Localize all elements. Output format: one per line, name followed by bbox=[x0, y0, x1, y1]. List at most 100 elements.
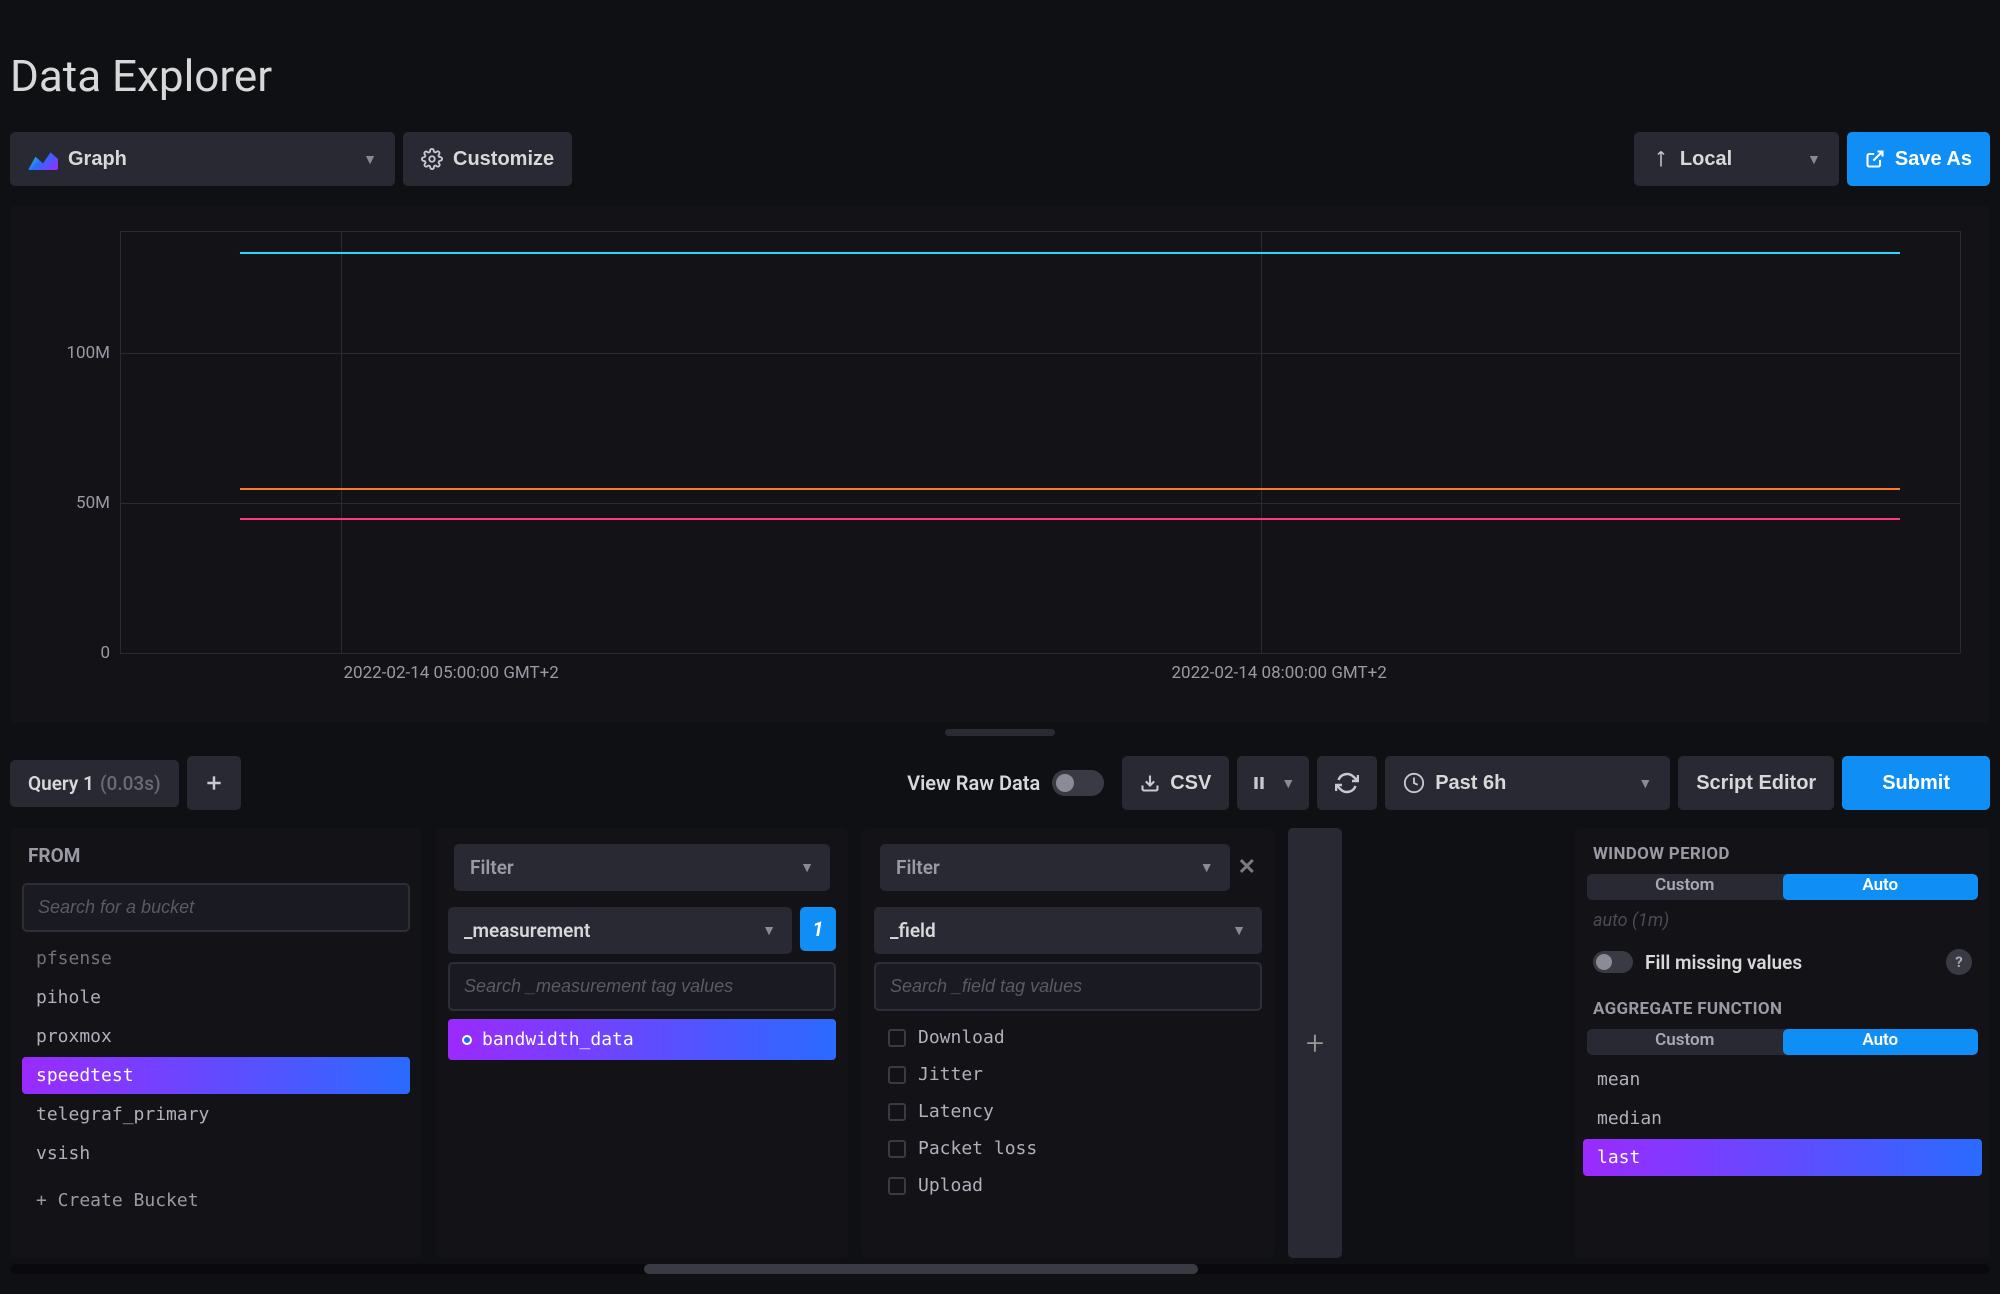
field-item[interactable]: Download bbox=[874, 1019, 1262, 1056]
seg-auto[interactable]: Auto bbox=[1783, 874, 1979, 900]
y-tick-100m: 100M bbox=[66, 343, 110, 363]
export-icon bbox=[1865, 149, 1885, 169]
bucket-item[interactable]: pihole bbox=[22, 979, 410, 1016]
agg-item[interactable]: mean bbox=[1583, 1061, 1982, 1098]
save-as-button[interactable]: Save As bbox=[1847, 132, 1990, 186]
bucket-item-selected[interactable]: speedtest bbox=[22, 1057, 410, 1094]
scrollbar-thumb[interactable] bbox=[644, 1264, 1198, 1274]
filter-field-panel: Filter ▼ ✕ _field ▼ Download Jitter Late… bbox=[862, 828, 1274, 1258]
field-key-label: _field bbox=[890, 919, 936, 942]
view-raw-toggle[interactable]: View Raw Data bbox=[907, 770, 1104, 796]
y-tick-50m: 50M bbox=[76, 493, 110, 513]
time-range-dropdown[interactable]: Past 6h ▼ bbox=[1385, 756, 1670, 810]
seg-custom[interactable]: Custom bbox=[1587, 1029, 1783, 1055]
bucket-item[interactable]: vsish bbox=[22, 1135, 410, 1172]
field-item[interactable]: Jitter bbox=[874, 1056, 1262, 1093]
timezone-label: Local bbox=[1680, 148, 1732, 171]
fill-label: Fill missing values bbox=[1645, 951, 1802, 974]
field-item-label: Latency bbox=[918, 1101, 994, 1122]
field-item[interactable]: Latency bbox=[874, 1093, 1262, 1130]
pause-dropdown[interactable]: ▼ bbox=[1237, 756, 1309, 810]
measurement-key-label: _measurement bbox=[464, 919, 590, 942]
filter-type-dropdown[interactable]: Filter ▼ bbox=[454, 844, 830, 891]
checkbox bbox=[888, 1103, 906, 1121]
filter-type-dropdown[interactable]: Filter ▼ bbox=[880, 844, 1230, 891]
chevron-down-icon: ▼ bbox=[800, 859, 814, 876]
bucket-item[interactable]: telegraf_primary bbox=[22, 1096, 410, 1133]
submit-button[interactable]: Submit bbox=[1842, 756, 1990, 810]
plus-icon: + bbox=[1306, 1024, 1324, 1062]
csv-label: CSV bbox=[1170, 772, 1211, 795]
timezone-dropdown[interactable]: Local ▼ bbox=[1634, 132, 1839, 186]
from-title: FROM bbox=[10, 828, 422, 883]
window-period-title: WINDOW PERIOD bbox=[1575, 828, 1990, 874]
chevron-down-icon: ▼ bbox=[1807, 151, 1821, 167]
chart-area[interactable]: 100M 50M 0 2022-02-14 05:00:00 GMT+2 202… bbox=[120, 231, 1960, 653]
top-toolbar: Graph ▼ Customize Local ▼ Save As bbox=[10, 132, 1990, 186]
clock-icon bbox=[1403, 772, 1425, 794]
filter-label: Filter bbox=[896, 856, 940, 879]
bucket-item[interactable]: pfsense bbox=[22, 940, 410, 977]
x-tick-0: 2022-02-14 05:00:00 GMT+2 bbox=[344, 663, 559, 683]
window-period-seg[interactable]: Custom Auto bbox=[1587, 874, 1978, 900]
save-as-label: Save As bbox=[1895, 148, 1972, 171]
filter-label: Filter bbox=[470, 856, 514, 879]
refresh-button[interactable] bbox=[1317, 756, 1377, 810]
chart-panel: 100M 50M 0 2022-02-14 05:00:00 GMT+2 202… bbox=[10, 206, 1990, 723]
agg-item[interactable]: median bbox=[1583, 1100, 1982, 1137]
field-key-dropdown[interactable]: _field ▼ bbox=[874, 907, 1262, 954]
aggregate-seg[interactable]: Custom Auto bbox=[1587, 1029, 1978, 1055]
script-editor-button[interactable]: Script Editor bbox=[1678, 756, 1834, 810]
download-icon bbox=[1140, 772, 1160, 794]
horizontal-scrollbar[interactable] bbox=[10, 1264, 1990, 1274]
field-item[interactable]: Upload bbox=[874, 1167, 1262, 1204]
bucket-search-input[interactable] bbox=[22, 883, 410, 932]
create-bucket-button[interactable]: + Create Bucket bbox=[22, 1180, 410, 1221]
page-title: Data Explorer bbox=[10, 50, 1990, 102]
resize-handle[interactable] bbox=[945, 729, 1055, 736]
checkbox bbox=[888, 1140, 906, 1158]
filter-count-badge: 1 bbox=[800, 907, 836, 951]
submit-label: Submit bbox=[1882, 772, 1950, 795]
agg-item-selected[interactable]: last bbox=[1583, 1139, 1982, 1176]
aggregate-list: mean median last bbox=[1575, 1055, 1990, 1182]
add-query-button[interactable] bbox=[187, 756, 241, 810]
toggle-pill bbox=[1052, 770, 1104, 796]
pause-icon bbox=[1251, 774, 1267, 792]
query-tab[interactable]: Query 1 (0.03s) bbox=[10, 760, 179, 807]
view-raw-label: View Raw Data bbox=[907, 771, 1040, 795]
plus-icon bbox=[204, 773, 224, 793]
checkbox bbox=[888, 1066, 906, 1084]
csv-button[interactable]: CSV bbox=[1122, 756, 1229, 810]
checkbox bbox=[888, 1177, 906, 1195]
remove-filter-button[interactable]: ✕ bbox=[1238, 855, 1256, 880]
field-item[interactable]: Packet loss bbox=[874, 1130, 1262, 1167]
window-period-value: auto (1m) bbox=[1575, 900, 1990, 941]
help-icon[interactable]: ? bbox=[1946, 949, 1972, 975]
series-upload bbox=[240, 488, 1900, 490]
aggregate-title: AGGREGATE FUNCTION bbox=[1575, 983, 1990, 1029]
bucket-item[interactable]: proxmox bbox=[22, 1018, 410, 1055]
field-item-label: Upload bbox=[918, 1175, 983, 1196]
customize-button[interactable]: Customize bbox=[403, 132, 572, 186]
time-range-label: Past 6h bbox=[1435, 772, 1506, 795]
location-icon bbox=[1652, 148, 1670, 170]
seg-auto[interactable]: Auto bbox=[1783, 1029, 1979, 1055]
measurement-item-selected[interactable]: bandwidth_data bbox=[448, 1019, 836, 1060]
query-tab-time: (0.03s) bbox=[100, 772, 161, 795]
add-filter-button[interactable]: + bbox=[1288, 828, 1342, 1258]
measurement-key-dropdown[interactable]: _measurement ▼ bbox=[448, 907, 792, 954]
selected-dot-icon bbox=[462, 1035, 472, 1045]
seg-custom[interactable]: Custom bbox=[1587, 874, 1783, 900]
field-item-label: Download bbox=[918, 1027, 1005, 1048]
chevron-down-icon: ▼ bbox=[1232, 922, 1246, 939]
field-search-input[interactable] bbox=[874, 962, 1262, 1011]
refresh-icon bbox=[1335, 771, 1359, 795]
chevron-down-icon: ▼ bbox=[762, 922, 776, 939]
fill-missing-row[interactable]: Fill missing values ? bbox=[1575, 941, 1990, 983]
query-builder: FROM pfsense pihole proxmox speedtest te… bbox=[10, 828, 1990, 1258]
bucket-list: pfsense pihole proxmox speedtest telegra… bbox=[22, 940, 410, 1172]
fill-toggle bbox=[1593, 951, 1633, 973]
viz-type-dropdown[interactable]: Graph ▼ bbox=[10, 132, 395, 186]
measurement-search-input[interactable] bbox=[448, 962, 836, 1011]
